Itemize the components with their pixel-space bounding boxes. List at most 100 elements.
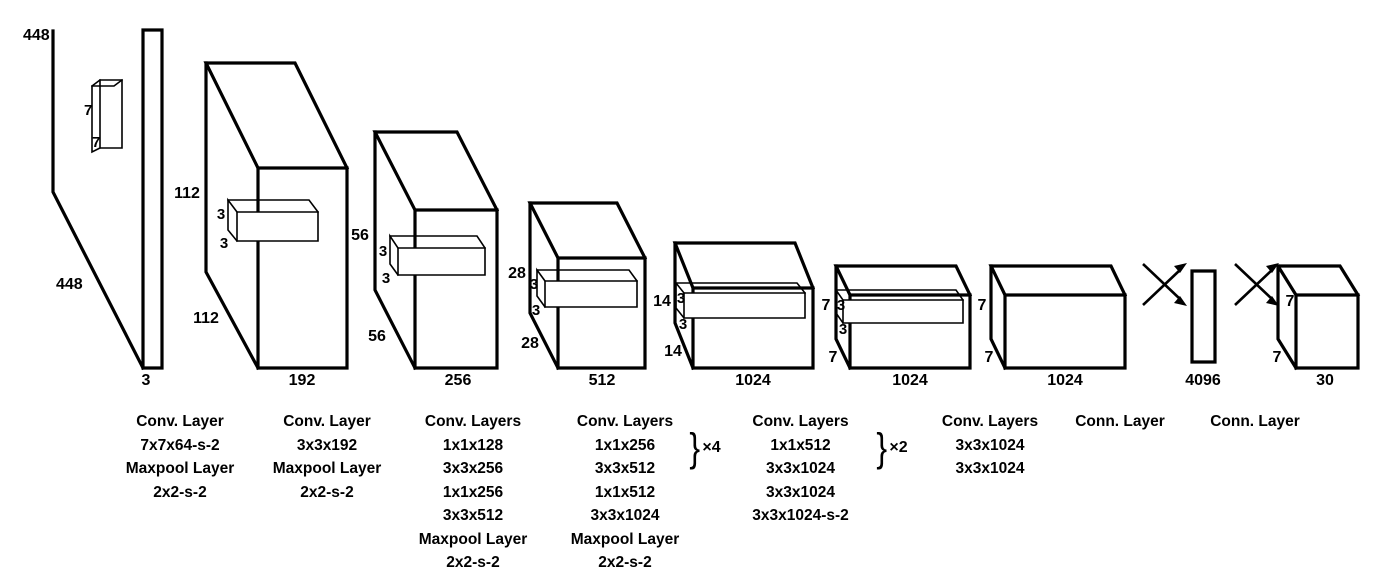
block-1-kernel [227,197,320,243]
block-3-left-face [528,201,561,371]
block-1-kernel-front [236,211,319,242]
cross-arrows-2 [1234,263,1279,306]
arrow-up-2 [1234,269,1273,306]
caption-5-line-2: 3x3x1024 [766,460,835,478]
block-3-height-back-label: 28 [508,265,526,282]
caption-2-line-0: Conv. Layer [283,413,371,430]
input-depth-label: 3 [142,372,151,389]
block-4-top-face [672,241,816,291]
input-width-label: 448 [56,276,83,293]
block-4-kernel-front [683,292,806,319]
caption-2-line-2: Maxpool Layer [272,460,382,478]
caption-conn-layer-2: Conn. Layer [1190,410,1320,434]
block-2-kernel-bottom-label: 3 [382,270,390,287]
brace-multiplier-x2: ×2 [889,439,908,456]
block-2-height-back-label: 56 [351,227,369,244]
block-5-kernel-left [835,287,845,325]
block-4-depth-label: 1024 [735,372,771,389]
block-2-kernel-top [389,235,487,250]
caption-1-line-1: 7x7x64-s-2 [140,436,220,454]
block-1-left-face [204,61,261,371]
block-2-kernel-front [397,247,486,276]
caption-6-line-2: 3x3x1024 [955,460,1025,478]
block-output-depth-label: 30 [1316,372,1334,389]
caption-3-line-3: 1x1x256 [442,483,504,501]
caption-2-line-1: 3x3x192 [296,436,358,454]
block-1-front-face [256,166,349,370]
caption-3-line-2: 3x3x256 [442,460,504,478]
block-output-height-back-label: 7 [1286,293,1295,310]
caption-3-line-1: 1x1x128 [442,436,504,454]
block-1-height-front-label: 112 [193,310,219,327]
block-5-top-face [833,264,973,298]
block-fc1-face [1190,269,1217,364]
caption-5-line-0: Conv. Layers [752,413,849,430]
input-kernel-h-label: 7 [84,102,92,119]
block-output-front-face [1294,293,1360,370]
block-1-depth-label: 192 [289,372,316,389]
block-output-height-front-label: 7 [1273,349,1282,366]
block-2-kernel-top-label: 3 [379,243,387,260]
caption-conn-layer-1: Conn. Layer [1055,410,1185,434]
block-6-height-back-label: 7 [978,297,987,314]
caption-4-line-1: 1x1x256 [594,436,656,454]
caption-4-line-6: 2x2-s-2 [598,554,652,572]
block-output-left-face [1276,264,1299,371]
caption-2-line-3: 2x2-s-2 [300,483,354,501]
block-1-kernel-bottom-label: 3 [220,235,228,252]
caption-1-line-0: Conv. Layer [136,413,224,430]
caption-1-line-3: 2x2-s-2 [153,483,207,501]
block-1-kernel-top [227,199,320,214]
block-5-kernel-bottom-label: 3 [839,321,847,338]
input-back-outline [51,29,146,371]
brace-group-x2: } ×2 [875,426,908,470]
caption-conv-layers-3: Conv. Layers 1x1x128 3x3x256 1x1x256 3x3… [408,410,538,572]
block-1-height-back-label: 112 [174,185,200,202]
block-1-kernel-left [227,197,239,243]
arrow-up-2-head [1266,263,1279,273]
caption-5-line-1: 1x1x512 [770,436,831,454]
block-2-kernel-left [389,233,400,277]
brace-icon: } [689,426,701,470]
brace-group-x4: } ×4 [688,426,720,470]
block-fc1-depth-label: 4096 [1185,372,1221,389]
block-2-depth-label: 256 [445,372,472,389]
input-kernel-7x7 [91,78,124,154]
block-1-top-face [203,61,350,171]
arrow-up-1-head [1174,263,1187,273]
caption-3-line-0: Conv. Layers [424,413,522,430]
block-5-height-back-label: 7 [822,297,831,314]
caption-1-line-2: Maxpool Layer [125,460,235,478]
caption-conv-layer-2: Conv. Layer 3x3x192 Maxpool Layer 2x2-s-… [262,410,392,504]
caption-conv-layer-1: Conv. Layer 7x7x64-s-2 Maxpool Layer 2x2… [115,410,245,504]
caption-3-line-5: Maxpool Layer [418,530,528,548]
arrow-down-2-head [1266,296,1279,306]
caption-6-line-0: Conv. Layers [941,413,1039,430]
block-5-kernel [835,287,965,325]
caption-4-line-0: Conv. Layers [576,413,674,430]
brace-icon-2: } [876,426,888,470]
block-1-kernel-top-label: 3 [217,206,225,223]
input-height-label: 448 [23,27,50,44]
block-output-top-face [1275,264,1361,298]
block-3-kernel-bottom-label: 3 [532,302,540,319]
block-5-height-front-label: 7 [829,349,838,366]
caption-conv-layers-6: Conv. Layers 3x3x1024 3x3x1024 [925,410,1055,481]
block-4-kernel-top [675,282,807,295]
block-3-depth-label: 512 [589,372,616,389]
block-3-kernel-top [536,269,639,283]
block-3-kernel [536,267,639,309]
arrow-down-2 [1234,263,1273,300]
block-5-depth-label: 1024 [892,372,928,389]
kernel-left-face [91,78,102,154]
caption-5-line-3: 3x3x1024 [766,483,835,501]
block-3-height-front-label: 28 [521,335,539,352]
block-output-cuboid [1275,264,1361,371]
caption-4-line-3: 1x1x512 [594,483,656,501]
caption-5-line-4: 3x3x1024-s-2 [752,507,849,525]
block-5-kernel-top-label: 3 [837,297,845,314]
caption-3-line-4: 3x3x512 [442,507,504,525]
input-front-slab [141,28,164,370]
